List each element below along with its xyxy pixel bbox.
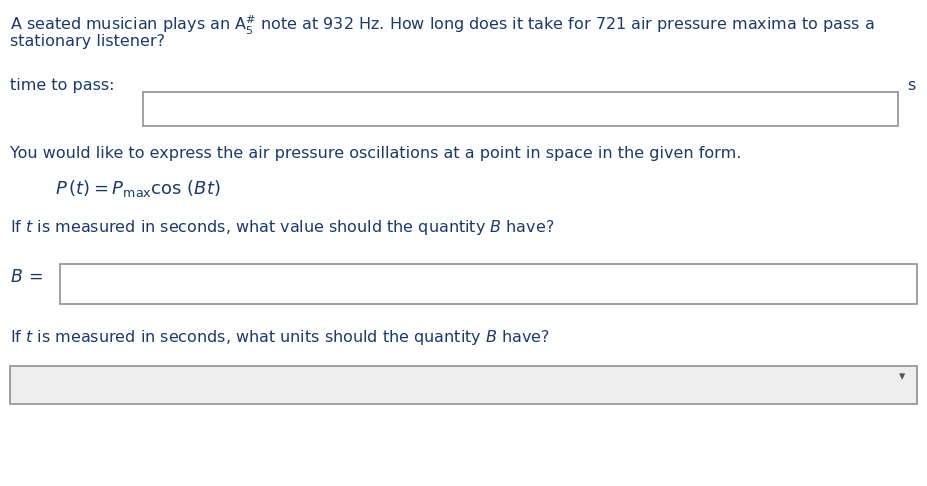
Text: If $t$ is measured in seconds, what units should the quantity $B$ have?: If $t$ is measured in seconds, what unit… [10, 328, 550, 347]
FancyBboxPatch shape [60, 264, 917, 304]
Text: A seated musician plays an A$^{\#}_{5}$ note at 932 Hz. How long does it take fo: A seated musician plays an A$^{\#}_{5}$ … [10, 14, 874, 37]
Text: $P\,(t) = P_{\mathrm{max}}\cos\,(Bt)$: $P\,(t) = P_{\mathrm{max}}\cos\,(Bt)$ [55, 178, 221, 199]
Text: You would like to express the air pressure oscillations at a point in space in t: You would like to express the air pressu… [10, 146, 742, 161]
FancyBboxPatch shape [143, 92, 898, 126]
Text: If $t$ is measured in seconds, what value should the quantity $B$ have?: If $t$ is measured in seconds, what valu… [10, 218, 554, 237]
Text: s: s [907, 78, 915, 93]
Text: time to pass:: time to pass: [10, 78, 115, 93]
FancyBboxPatch shape [10, 366, 917, 404]
Text: stationary listener?: stationary listener? [10, 34, 165, 49]
Text: ▾: ▾ [899, 370, 905, 383]
Text: $B\,=$: $B\,=$ [10, 268, 43, 286]
